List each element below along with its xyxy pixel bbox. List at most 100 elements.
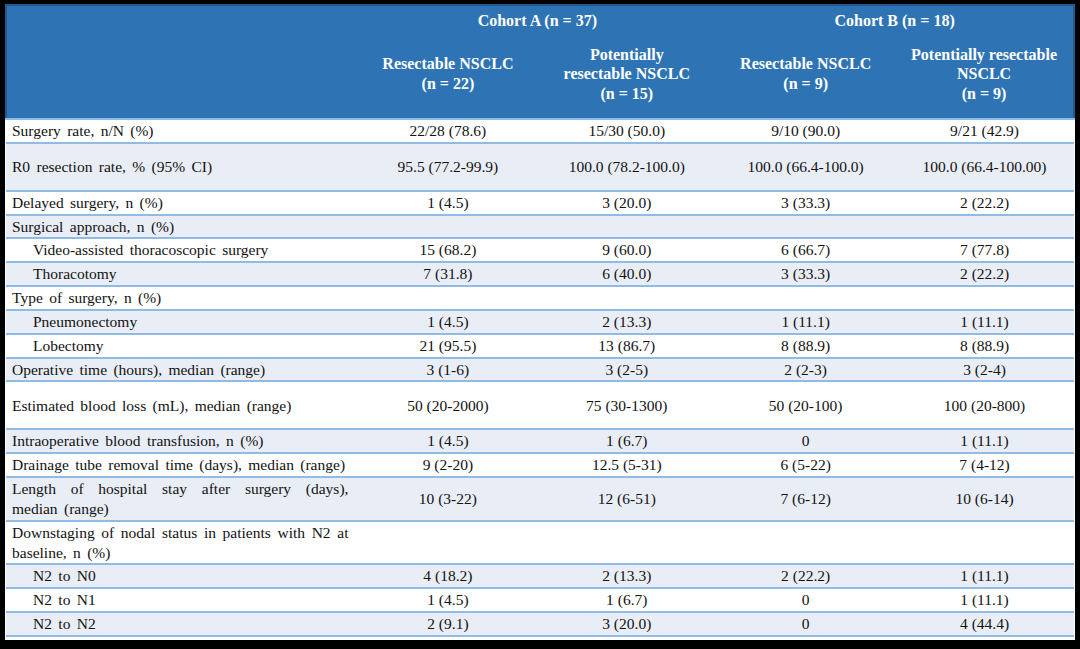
value-cohort-b-resectable: 0 xyxy=(716,636,895,640)
value-cohort-a-resectable: 10 (3-22) xyxy=(358,477,537,521)
value-cohort-b-potentially-resectable: 100.0 (66.4-100.00) xyxy=(895,143,1074,191)
value-cohort-a-potentially-resectable: 15/30 (50.0) xyxy=(537,119,716,143)
row-label: Delayed surgery, n (%) xyxy=(6,191,358,215)
value-cohort-a-resectable: 15 (68.2) xyxy=(358,238,537,262)
value-cohort-b-resectable: 1 (11.1) xyxy=(716,310,895,334)
value-cohort-a-potentially-resectable: 2 (13.3) xyxy=(537,564,716,588)
table-row: Thoracotomy 7 (31.8) 6 (40.0) 3 (33.3) 2… xyxy=(6,262,1074,286)
row-label: Downstaging of nodal status in patients … xyxy=(6,521,358,565)
value-cohort-b-resectable: 0 xyxy=(716,588,895,612)
value-cohort-a-potentially-resectable: 1 (6.7) xyxy=(537,429,716,453)
row-label: Surgery rate, n/N (%) xyxy=(6,119,358,143)
value-cohort-a-potentially-resectable xyxy=(537,286,716,310)
row-label: Intraoperative blood transfusion, n (%) xyxy=(6,429,358,453)
row-label: N2 to N2 xyxy=(6,612,358,636)
value-cohort-a-potentially-resectable: 3 (20.0) xyxy=(537,612,716,636)
row-label: Thoracotomy xyxy=(6,262,358,286)
table-row: Surgical approach, n (%) xyxy=(6,215,1074,239)
value-cohort-b-resectable xyxy=(716,521,895,565)
column-header-potentially-resectable-a: Potentially resectable NSCLC (n = 15) xyxy=(537,37,716,119)
value-cohort-a-resectable: 4 (18.2) xyxy=(358,564,537,588)
value-cohort-a-potentially-resectable: 12.5 (5-31) xyxy=(537,453,716,477)
table-row: Type of surgery, n (%) xyxy=(6,286,1074,310)
value-cohort-a-potentially-resectable: 3 (20.0) xyxy=(537,191,716,215)
table-row: Estimated blood loss (mL), median (range… xyxy=(6,381,1074,429)
table-row: R0 resection rate, % (95% CI) 95.5 (77.2… xyxy=(6,143,1074,191)
table-row: Lobectomy 21 (95.5) 13 (86.7) 8 (88.9) 8… xyxy=(6,334,1074,358)
value-cohort-b-resectable: 3 (33.3) xyxy=(716,191,895,215)
value-cohort-a-potentially-resectable: 12 (6-51) xyxy=(537,477,716,521)
table-row: Length of hospital stay after surgery (d… xyxy=(6,477,1074,521)
row-label: N2 to N1 xyxy=(6,588,358,612)
value-cohort-a-potentially-resectable: 1 (6.7) xyxy=(537,588,716,612)
value-cohort-b-potentially-resectable: 100 (20-800) xyxy=(895,381,1074,429)
row-label: Surgical approach, n (%) xyxy=(6,215,358,239)
row-label: Pneumonectomy xyxy=(6,310,358,334)
value-cohort-a-resectable xyxy=(358,215,537,239)
row-label: Lobectomy xyxy=(6,334,358,358)
value-cohort-a-potentially-resectable: 13 (86.7) xyxy=(537,334,716,358)
value-cohort-b-resectable xyxy=(716,215,895,239)
row-label: Operative time (hours), median (range) xyxy=(6,358,358,382)
value-cohort-a-resectable: 1 (4.5) xyxy=(358,191,537,215)
row-label: Video-assisted thoracoscopic surgery xyxy=(6,238,358,262)
cohort-header-row: Cohort A (n = 37) Cohort B (n = 18) xyxy=(6,5,1074,37)
value-cohort-b-potentially-resectable: 3 (2-4) xyxy=(895,358,1074,382)
value-cohort-b-potentially-resectable: 2 (22.2) xyxy=(895,262,1074,286)
value-cohort-a-potentially-resectable: 100.0 (78.2-100.0) xyxy=(537,143,716,191)
table-background: Cohort A (n = 37) Cohort B (n = 18) Rese… xyxy=(5,4,1075,640)
table-row: Surgery rate, n/N (%) 22/28 (78.6) 15/30… xyxy=(6,119,1074,143)
value-cohort-a-resectable: 1 (4.5) xyxy=(358,310,537,334)
value-cohort-b-resectable: 6 (66.7) xyxy=(716,238,895,262)
value-cohort-b-potentially-resectable: 8 (88.9) xyxy=(895,334,1074,358)
value-cohort-a-resectable: 50 (20-2000) xyxy=(358,381,537,429)
value-cohort-a-resectable: 95.5 (77.2-99.9) xyxy=(358,143,537,191)
value-cohort-b-resectable: 3 (33.3) xyxy=(716,262,895,286)
row-label: Estimated blood loss (mL), median (range… xyxy=(6,381,358,429)
cohort-b-header: Cohort B (n = 18) xyxy=(716,5,1074,37)
value-cohort-a-resectable: 7 (31.8) xyxy=(358,262,537,286)
surgery-outcomes-table: Cohort A (n = 37) Cohort B (n = 18) Rese… xyxy=(5,4,1075,640)
value-cohort-b-potentially-resectable: 4 (44.4) xyxy=(895,612,1074,636)
value-cohort-a-potentially-resectable xyxy=(537,521,716,565)
value-cohort-a-potentially-resectable xyxy=(537,215,716,239)
row-label: Length of hospital stay after surgery (d… xyxy=(6,477,358,521)
column-header-resectable-b: Resectable NSCLC (n = 9) xyxy=(716,37,895,119)
value-cohort-b-resectable xyxy=(716,286,895,310)
table-row: Pneumonectomy 1 (4.5) 2 (13.3) 1 (11.1) … xyxy=(6,310,1074,334)
table-row: N2 to N0 4 (18.2) 2 (13.3) 2 (22.2) 1 (1… xyxy=(6,564,1074,588)
value-cohort-b-resectable: 0 xyxy=(716,612,895,636)
value-cohort-b-resectable: 2 (22.2) xyxy=(716,564,895,588)
table-row: Video-assisted thoracoscopic surgery 15 … xyxy=(6,238,1074,262)
value-cohort-b-resectable: 50 (20-100) xyxy=(716,381,895,429)
row-label: Type of surgery, n (%) xyxy=(6,286,358,310)
table-row: Drainage tube removal time (days), media… xyxy=(6,453,1074,477)
value-cohort-b-potentially-resectable: 9/21 (42.9) xyxy=(895,119,1074,143)
value-cohort-a-resectable: 1 (4.5) xyxy=(358,636,537,640)
value-cohort-a-resectable: 1 (4.5) xyxy=(358,588,537,612)
value-cohort-b-potentially-resectable: 1 (11.1) xyxy=(895,564,1074,588)
value-cohort-b-potentially-resectable: 1 (11.1) xyxy=(895,588,1074,612)
value-cohort-a-potentially-resectable: 3 (2-5) xyxy=(537,358,716,382)
value-cohort-b-resectable: 9/10 (90.0) xyxy=(716,119,895,143)
value-cohort-b-potentially-resectable: 0 xyxy=(895,636,1074,640)
value-cohort-a-resectable: 2 (9.1) xyxy=(358,612,537,636)
row-label: Drainage tube removal time (days), media… xyxy=(6,453,358,477)
table-header: Cohort A (n = 37) Cohort B (n = 18) Rese… xyxy=(6,5,1074,119)
row-label: Surgical complications, n (%) xyxy=(6,636,358,640)
cohort-a-header: Cohort A (n = 37) xyxy=(358,5,716,37)
value-cohort-a-potentially-resectable: 9 (60.0) xyxy=(537,238,716,262)
column-header-potentially-resectable-b: Potentially resectable NSCLC (n = 9) xyxy=(895,37,1074,119)
value-cohort-a-resectable: 1 (4.5) xyxy=(358,429,537,453)
value-cohort-a-potentially-resectable: 2 (13.3) xyxy=(537,310,716,334)
value-cohort-a-resectable xyxy=(358,521,537,565)
table-row: Delayed surgery, n (%) 1 (4.5) 3 (20.0) … xyxy=(6,191,1074,215)
table-row: N2 to N1 1 (4.5) 1 (6.7) 0 1 (11.1) xyxy=(6,588,1074,612)
value-cohort-b-resectable: 2 (2-3) xyxy=(716,358,895,382)
value-cohort-a-potentially-resectable: 3 (20.0) xyxy=(537,636,716,640)
table-body: Surgery rate, n/N (%) 22/28 (78.6) 15/30… xyxy=(6,119,1074,640)
table-row: N2 to N2 2 (9.1) 3 (20.0) 0 4 (44.4) xyxy=(6,612,1074,636)
value-cohort-b-potentially-resectable: 10 (6-14) xyxy=(895,477,1074,521)
value-cohort-a-resectable: 21 (95.5) xyxy=(358,334,537,358)
value-cohort-a-potentially-resectable: 6 (40.0) xyxy=(537,262,716,286)
